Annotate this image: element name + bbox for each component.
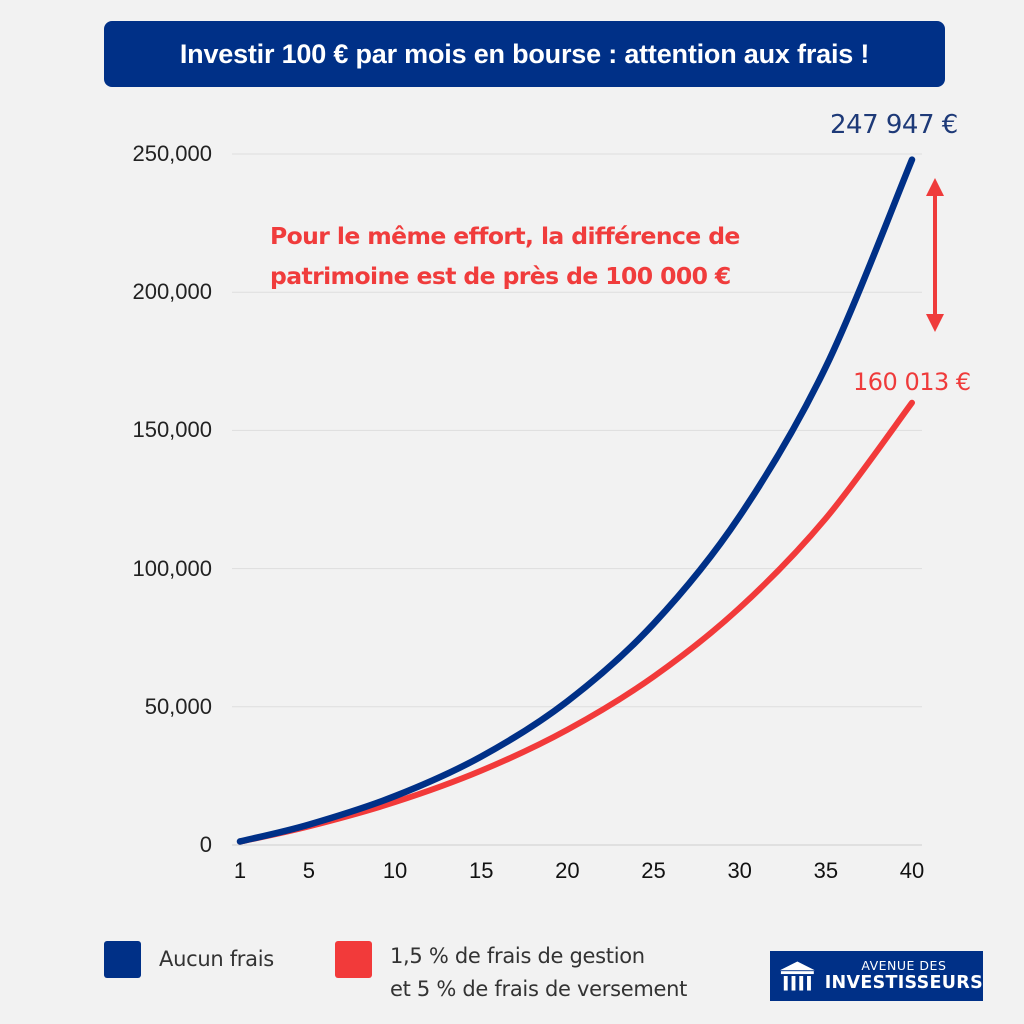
x-tick-label: 5 (302, 858, 316, 883)
gridlines (232, 153, 922, 846)
logo-line-2: INVESTISSEURS (824, 972, 983, 993)
logo-line-1: AVENUE DES (861, 958, 947, 973)
legend-item-fees: 1,5 % de frais de gestion et 5 % de frai… (335, 940, 687, 1006)
annotation-line-2: patrimoine est de près de 100 000 € (270, 262, 731, 290)
y-tick-label: 100,000 (132, 555, 212, 581)
legend-label-line-2: et 5 % de frais de versement (390, 977, 688, 1001)
y-tick-label: 200,000 (132, 279, 212, 305)
x-tick-label: 40 (899, 858, 925, 883)
end-value-fees: 160 013 € (853, 368, 971, 396)
legend-swatch-blue (104, 941, 141, 978)
legend-label-line-1: 1,5 % de frais de gestion (390, 944, 645, 968)
annotation-line-1: Pour le même effort, la différence de (270, 222, 740, 250)
x-tick-label: 25 (641, 858, 666, 883)
bank-columns-icon (779, 961, 815, 991)
x-tick-label: 30 (727, 858, 752, 883)
end-value-no-fees: 247 947 € (830, 110, 958, 140)
brand-logo: AVENUE DES INVESTISSEURS (770, 951, 983, 1001)
legend-swatch-red (335, 941, 372, 978)
legend-label: 1,5 % de frais de gestion et 5 % de frai… (390, 940, 687, 1006)
x-tick-label: 35 (813, 858, 839, 883)
series-line-fees (237, 399, 915, 845)
x-tick-label: 10 (382, 858, 408, 883)
difference-annotation: Pour le même effort, la différence de pa… (270, 216, 830, 296)
legend-item-no-fees: Aucun frais (104, 940, 274, 978)
x-tick-label: 1 (233, 858, 247, 883)
x-tick-label: 15 (468, 858, 494, 883)
legend-label: Aucun frais (159, 947, 274, 971)
title-banner: Investir 100 € par mois en bourse : atte… (104, 21, 945, 87)
y-tick-label: 250,000 (132, 141, 212, 166)
difference-arrow-icon (926, 178, 944, 332)
chart-title: Investir 100 € par mois en bourse : atte… (179, 38, 870, 69)
logo-text: AVENUE DES INVESTISSEURS (824, 958, 983, 993)
series-line-no-fees (236, 156, 916, 845)
y-tick-label: 150,000 (132, 417, 212, 443)
y-tick-label: 50,000 (144, 693, 212, 719)
y-tick-label: 0 (199, 832, 212, 857)
x-tick-label: 20 (555, 858, 580, 883)
